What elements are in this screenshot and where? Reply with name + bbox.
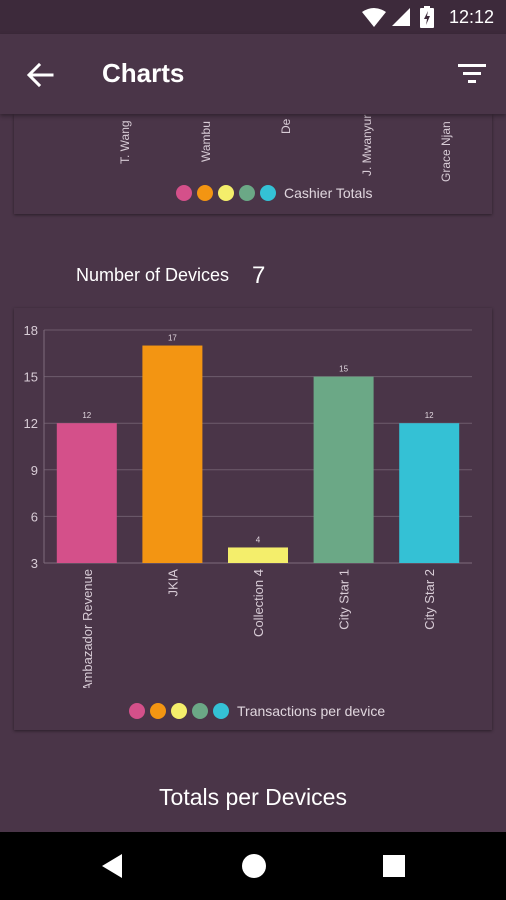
cashier-label: Wambu <box>199 121 213 162</box>
cashier-label: Grace Njan <box>439 121 453 182</box>
bar <box>56 423 117 563</box>
y-tick-label: 12 <box>24 416 38 431</box>
page-title: Charts <box>102 58 185 88</box>
devices-count: 7 <box>252 262 266 289</box>
data-label: 12 <box>82 411 91 420</box>
bar <box>399 423 460 563</box>
legend-label: Transactions per device <box>237 703 386 719</box>
legend-dot <box>197 185 213 201</box>
wifi-icon <box>362 8 386 27</box>
totals-heading: Totals per Devices <box>159 784 347 810</box>
cashier-chart-card: T. Wang Wambu De J. Mwanyur Grace Njan C… <box>14 114 492 214</box>
back-arrow-icon[interactable] <box>26 61 54 89</box>
cashier-legend: Cashier Totals <box>176 185 372 201</box>
legend-dot <box>176 185 192 201</box>
cashier-label: De <box>279 118 293 134</box>
app-bar: Charts <box>0 34 506 114</box>
y-tick-label: 15 <box>24 370 38 385</box>
legend-dot <box>129 703 145 719</box>
bar <box>313 376 374 563</box>
x-tick-label: Ambazador Revenue <box>80 569 95 688</box>
legend-label: Cashier Totals <box>284 185 373 201</box>
signal-icon <box>392 8 410 26</box>
nav-recents-icon[interactable] <box>383 855 405 877</box>
x-tick-label: City Star 1 <box>337 569 352 630</box>
legend-dot <box>192 703 208 719</box>
data-label: 17 <box>168 334 177 343</box>
transactions-bar-chart: 3 6 9 12 15 18 12 Ambazador Revenue 17 JKIA 4 Colle… <box>24 323 472 691</box>
x-tick-label: City Star 2 <box>422 569 437 630</box>
status-bar: 12:12 <box>0 0 506 34</box>
cashier-label: J. Mwanyur <box>360 114 374 176</box>
filter-icon[interactable] <box>458 62 486 86</box>
legend-dot <box>218 185 234 201</box>
nav-home-icon[interactable] <box>241 853 267 879</box>
y-tick-label: 18 <box>24 323 38 338</box>
legend-dot <box>239 185 255 201</box>
bar <box>142 345 203 563</box>
y-tick-label: 3 <box>31 556 38 571</box>
nav-back-icon[interactable] <box>102 854 124 878</box>
transactions-legend: Transactions per device <box>129 703 385 719</box>
legend-dot <box>150 703 166 719</box>
legend-dot <box>171 703 187 719</box>
devices-title: Number of Devices <box>76 265 230 285</box>
battery-charging-icon <box>420 6 434 28</box>
bar <box>228 547 288 563</box>
navigation-bar <box>0 832 506 900</box>
legend-dot <box>260 185 276 201</box>
data-label: 4 <box>256 535 261 544</box>
x-tick-label: JKIA <box>165 569 180 597</box>
legend-dot <box>213 703 229 719</box>
y-tick-label: 9 <box>31 463 38 478</box>
x-tick-label: Collection 4 <box>251 569 266 637</box>
data-label: 15 <box>339 365 348 374</box>
cashier-label: T. Wang <box>118 120 132 164</box>
transactions-chart-card: 3 6 9 12 15 18 12 Ambazador Revenue 17 JKIA 4 Colle… <box>14 308 492 730</box>
y-tick-label: 6 <box>31 509 38 524</box>
data-label: 12 <box>425 411 434 420</box>
status-time: 12:12 <box>448 7 494 27</box>
